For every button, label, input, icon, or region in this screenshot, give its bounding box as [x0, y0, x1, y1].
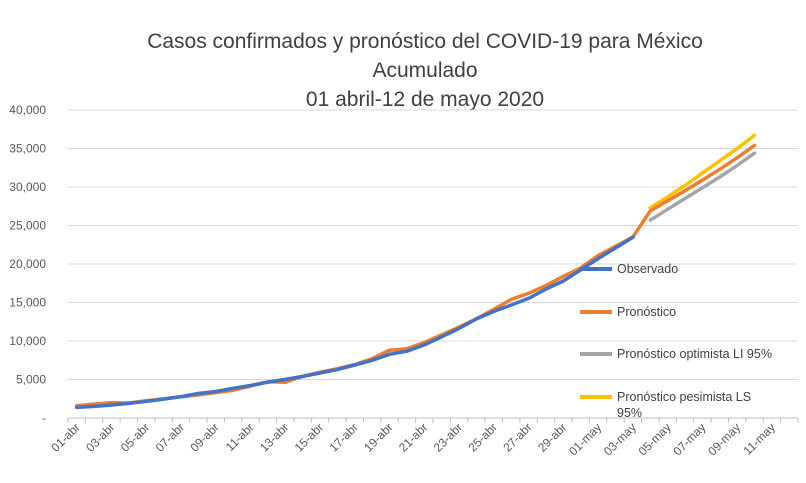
x-tick-label: 03-abr — [83, 420, 117, 454]
y-tick-label: - — [42, 411, 46, 425]
series-line-3 — [648, 151, 757, 222]
x-tick-label: 17-abr — [326, 420, 360, 454]
chart-title-line-1: Casos confirmados y pronóstico del COVID… — [147, 30, 703, 53]
x-tick-label: 25-abr — [466, 420, 500, 454]
series-line-4 — [648, 133, 757, 210]
y-tick-label: 15,000 — [9, 296, 46, 310]
x-tick-label: 11-abr — [223, 420, 257, 454]
x-tick-label: 19-abr — [361, 420, 395, 454]
y-tick-label: 25,000 — [9, 219, 46, 233]
x-tick-label: 23-abr — [431, 420, 465, 454]
series-line-1 — [74, 235, 635, 410]
legend-label-3: Pronóstico optimista LI 95% — [617, 347, 772, 361]
x-tick-label: 15-abr — [292, 420, 326, 454]
x-tick-label: 05-may — [636, 420, 674, 458]
x-tick-label: 03-may — [601, 420, 639, 458]
chart-title-line-2: Acumulado — [372, 59, 478, 82]
x-tick-label: 07-may — [670, 420, 708, 458]
x-tick-label: 29-abr — [535, 420, 569, 454]
legend-label-1: Observado — [617, 262, 679, 276]
x-tick-label: 27-abr — [500, 420, 534, 454]
x-tick-label: 09-may — [705, 420, 743, 458]
x-tick-label: 13-abr — [257, 420, 291, 454]
y-tick-label: 30,000 — [9, 180, 46, 194]
legend-label-2: Pronóstico — [617, 305, 677, 319]
x-tick-label: 05-abr — [118, 420, 152, 454]
x-tick-label: 11-may — [740, 420, 778, 458]
y-tick-label: 40,000 — [9, 103, 46, 117]
x-tick-label: 01-abr — [48, 420, 82, 454]
y-tick-label: 10,000 — [9, 334, 46, 348]
y-tick-label: 20,000 — [9, 257, 46, 271]
y-tick-label: 5,000 — [16, 373, 46, 387]
x-tick-label: 01-may — [566, 420, 604, 458]
x-tick-label: 07-abr — [153, 420, 187, 454]
x-tick-label: 09-abr — [187, 420, 221, 454]
legend-label-4: Pronóstico pesimista LS 95% — [617, 390, 752, 420]
y-tick-label: 35,000 — [9, 142, 46, 156]
chart-title-line-3: 01 abril-12 de mayo 2020 — [305, 88, 545, 111]
x-tick-label: 21-abr — [396, 420, 430, 454]
